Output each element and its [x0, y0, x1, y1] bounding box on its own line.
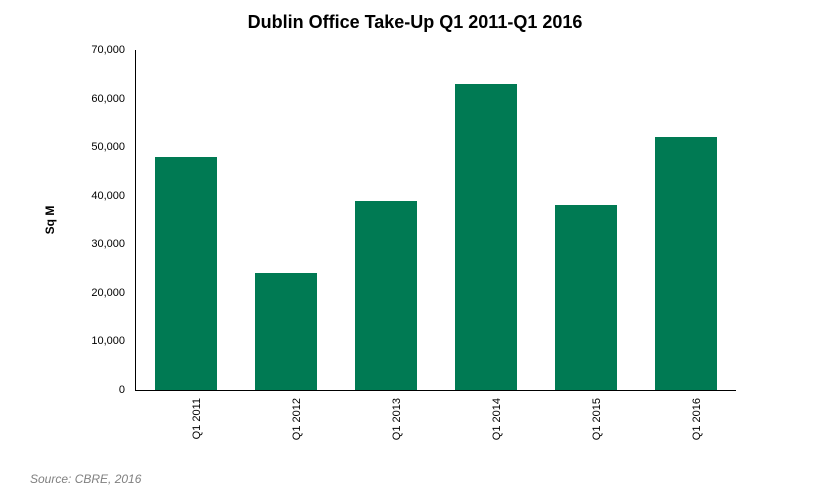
plot-area	[135, 50, 736, 391]
x-tick-label: Q1 2014	[491, 398, 503, 498]
bar	[255, 273, 317, 390]
bar	[155, 157, 217, 390]
y-tick-label: 30,000	[0, 238, 125, 250]
x-tick-label: Q1 2011	[191, 398, 203, 498]
y-tick-label: 20,000	[0, 287, 125, 299]
y-axis-label: Sq M	[43, 206, 57, 235]
y-tick-label: 10,000	[0, 335, 125, 347]
y-tick-label: 40,000	[0, 190, 125, 202]
y-tick-label: 0	[0, 384, 125, 396]
x-tick-label: Q1 2015	[591, 398, 603, 498]
chart-title: Dublin Office Take-Up Q1 2011-Q1 2016	[0, 12, 830, 33]
source-text: Source: CBRE, 2016	[30, 472, 141, 486]
x-tick-label: Q1 2012	[291, 398, 303, 498]
chart-container: Dublin Office Take-Up Q1 2011-Q1 2016 Sq…	[0, 0, 830, 500]
bar	[555, 205, 617, 390]
y-tick-label: 70,000	[0, 44, 125, 56]
x-tick-label: Q1 2013	[391, 398, 403, 498]
y-tick-label: 50,000	[0, 141, 125, 153]
x-tick-label: Q1 2016	[691, 398, 703, 498]
bar	[455, 84, 517, 390]
bar	[655, 137, 717, 390]
bar	[355, 201, 417, 390]
y-tick-label: 60,000	[0, 93, 125, 105]
